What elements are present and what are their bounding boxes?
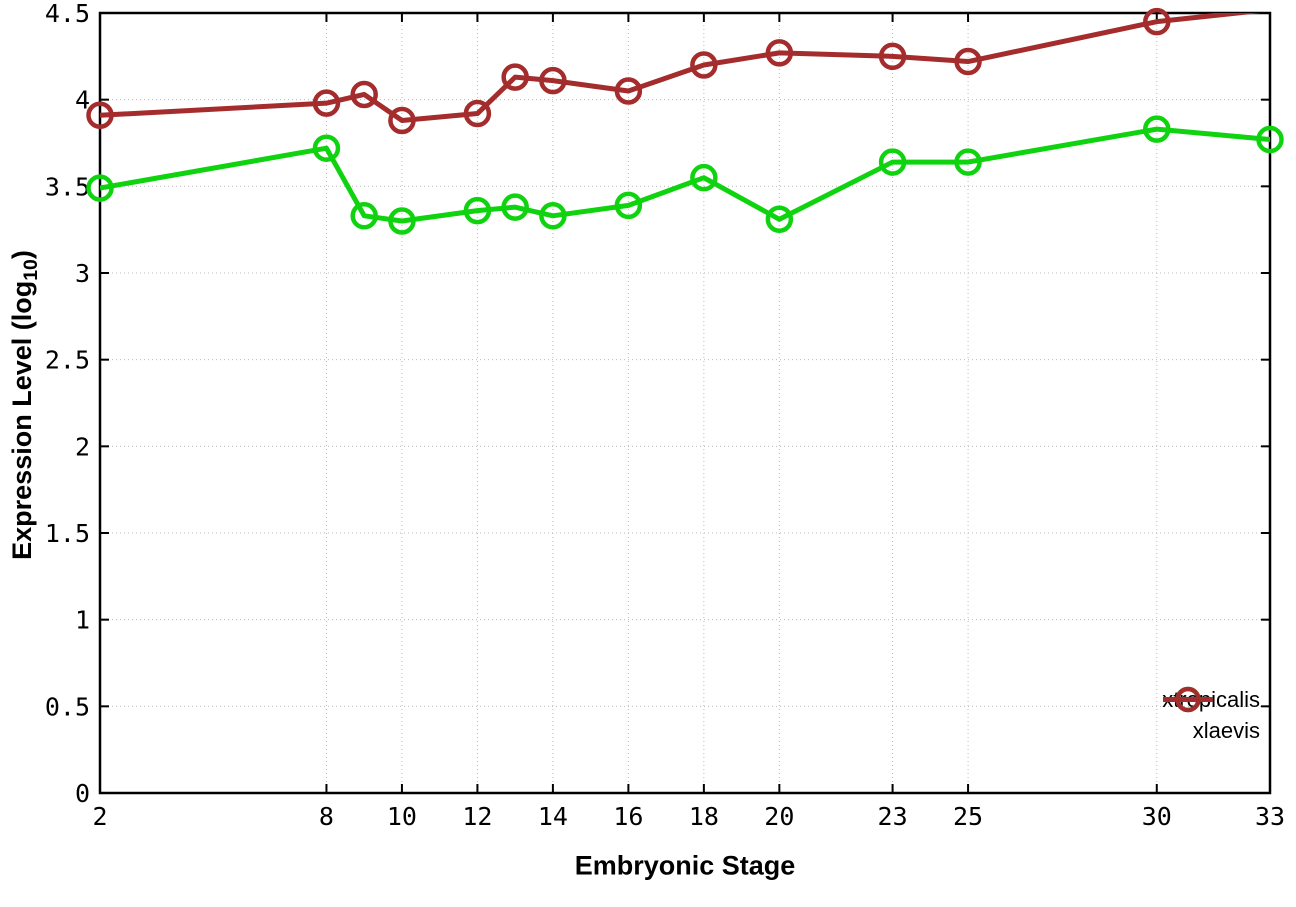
y-tick-label: 4 [75,86,90,115]
x-tick-label: 2 [92,802,107,831]
x-tick-label: 14 [538,802,568,831]
x-tick-label: 33 [1255,802,1285,831]
data-point-xtropicalis [463,196,492,225]
x-tick-label: 23 [878,802,908,831]
legend-item-xlaevis: xlaevis [1162,686,1260,746]
y-axis-title-suffix: ) [6,250,37,260]
x-tick-label: 12 [462,802,492,831]
x-tick-label: 16 [613,802,643,831]
y-tick-label: 3.5 [45,172,90,201]
series-xtropicalis [86,115,1284,235]
data-point-xtropicalis [614,191,643,220]
x-axis-title: Embryonic Stage [574,850,796,881]
data-point-xtropicalis [501,193,529,221]
y-tick-label: 3 [75,259,90,288]
data-point-xlaevis [690,51,718,79]
data-point-xlaevis [350,80,378,109]
y-axis-title-subscript: 10 [20,259,43,281]
y-tick-label: 1 [75,606,90,635]
legend-marker-icon-xlaevis [1163,686,1214,713]
data-point-xtropicalis [539,202,567,230]
y-tick-label: 4.5 [45,0,90,28]
data-point-xlaevis [765,39,794,67]
y-tick-label: 0.5 [45,692,90,721]
data-point-xlaevis [539,66,567,95]
data-point-xtropicalis [388,207,416,235]
series-xlaevis [86,7,1262,135]
series-line-xtropicalis [100,126,1270,224]
y-tick-label: 2.5 [45,346,90,375]
tick-marks [99,12,1271,794]
x-tick-label: 8 [319,802,334,831]
data-point-xtropicalis [690,163,718,192]
data-point-xlaevis [878,42,907,71]
x-tick-label: 30 [1142,802,1172,831]
data-point-xlaevis [954,47,982,76]
data-point-xtropicalis [312,134,341,162]
data-point-xtropicalis [878,148,907,176]
data-point-xlaevis [614,77,643,105]
x-tick-label: 20 [764,802,794,831]
x-tick-label: 25 [953,802,983,831]
data-point-xlaevis [463,99,492,128]
y-tick-label: 0 [75,779,90,808]
data-point-xtropicalis [86,174,114,202]
data-point-xtropicalis [954,148,982,176]
series-line-xlaevis [100,13,1262,123]
data-point-xtropicalis [350,202,378,230]
gridlines [100,13,1270,793]
legend: xtropicalis xlaevis [1162,684,1260,746]
data-point-xtropicalis [1256,125,1284,154]
y-tick-label: 1.5 [45,519,90,548]
y-axis-title: Expression Level (log10) [7,250,43,560]
x-tick-label: 10 [387,802,417,831]
plot-border [98,11,1272,795]
data-point-xlaevis [86,101,114,130]
y-tick-labels: 0 0.5 1 1.5 2 2.5 3 3.5 4 4.5 [45,0,90,808]
legend-label-xlaevis: xlaevis [1192,717,1260,743]
data-point-xtropicalis [765,205,794,234]
x-tick-label: 18 [689,802,719,831]
x-tick-labels: 2 8 10 12 14 16 18 20 23 25 30 33 [92,802,1285,831]
data-point-xlaevis [1143,7,1171,36]
data-point-xtropicalis [1143,115,1171,143]
y-tick-label: 2 [75,432,90,461]
data-point-xlaevis [312,89,341,117]
y-axis-title-text: Expression Level (log [6,280,37,560]
data-point-xlaevis [388,106,416,135]
data-point-xlaevis [501,63,529,91]
